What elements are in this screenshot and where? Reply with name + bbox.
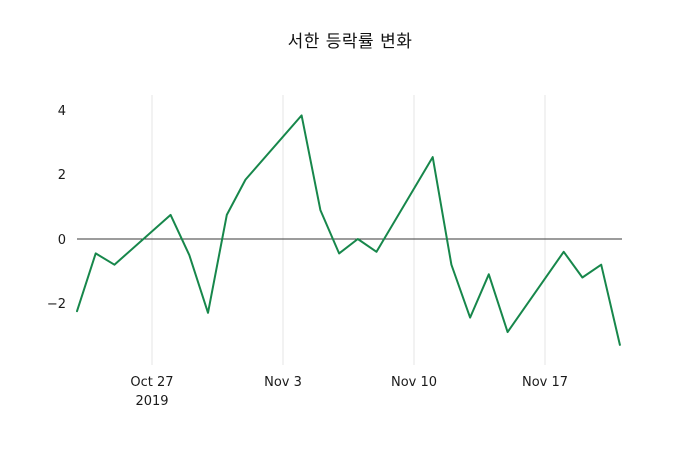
y-tick-label: 0 [58, 233, 66, 248]
x-tick-label: Nov 10 [391, 375, 437, 390]
y-tick-label: 4 [58, 104, 66, 119]
y-tick-label: −2 [47, 297, 66, 312]
x-tick-label: Nov 17 [522, 375, 568, 390]
x-tick-sublabel: 2019 [135, 394, 168, 409]
y-axis: 4 2 0 −2 [47, 104, 66, 312]
gridlines [151, 95, 546, 365]
x-tick-label: Oct 27 [130, 375, 173, 390]
series-line [76, 114, 621, 346]
y-tick-label: 2 [58, 168, 66, 183]
chart-title: 서한 등락률 변화 [287, 32, 413, 52]
x-tick-label: Nov 3 [264, 375, 302, 390]
x-axis: Oct 27 2019 Nov 3 Nov 10 Nov 17 [130, 375, 568, 409]
